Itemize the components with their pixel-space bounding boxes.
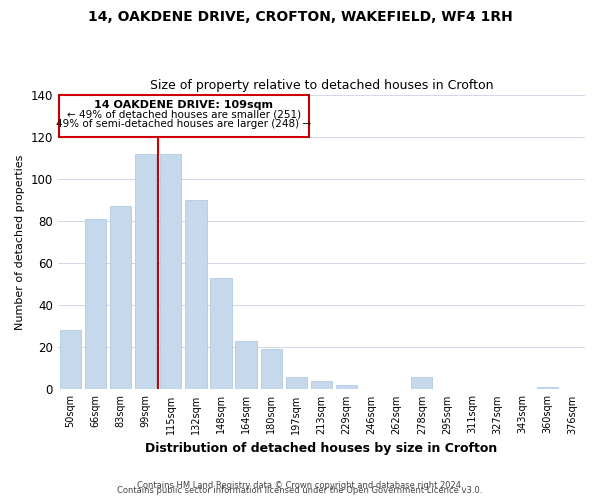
Bar xyxy=(185,200,206,390)
Text: ← 49% of detached houses are smaller (251): ← 49% of detached houses are smaller (25… xyxy=(67,110,301,120)
Bar xyxy=(536,388,558,390)
Bar xyxy=(336,385,357,390)
Title: Size of property relative to detached houses in Crofton: Size of property relative to detached ho… xyxy=(149,79,493,92)
Bar xyxy=(411,377,433,390)
Y-axis label: Number of detached properties: Number of detached properties xyxy=(15,154,25,330)
Bar xyxy=(260,350,282,390)
X-axis label: Distribution of detached houses by size in Crofton: Distribution of detached houses by size … xyxy=(145,442,497,455)
Bar xyxy=(211,278,232,390)
Text: 14 OAKDENE DRIVE: 109sqm: 14 OAKDENE DRIVE: 109sqm xyxy=(94,100,274,110)
Bar xyxy=(311,381,332,390)
Bar xyxy=(235,341,257,390)
Text: 49% of semi-detached houses are larger (248) →: 49% of semi-detached houses are larger (… xyxy=(56,119,311,129)
Bar xyxy=(286,377,307,390)
Bar xyxy=(59,330,81,390)
Bar xyxy=(110,206,131,390)
Bar xyxy=(135,154,157,390)
Bar xyxy=(85,219,106,390)
Text: Contains HM Land Registry data © Crown copyright and database right 2024.: Contains HM Land Registry data © Crown c… xyxy=(137,481,463,490)
Text: 14, OAKDENE DRIVE, CROFTON, WAKEFIELD, WF4 1RH: 14, OAKDENE DRIVE, CROFTON, WAKEFIELD, W… xyxy=(88,10,512,24)
Bar xyxy=(160,154,181,390)
FancyBboxPatch shape xyxy=(59,94,309,136)
Text: Contains public sector information licensed under the Open Government Licence v3: Contains public sector information licen… xyxy=(118,486,482,495)
